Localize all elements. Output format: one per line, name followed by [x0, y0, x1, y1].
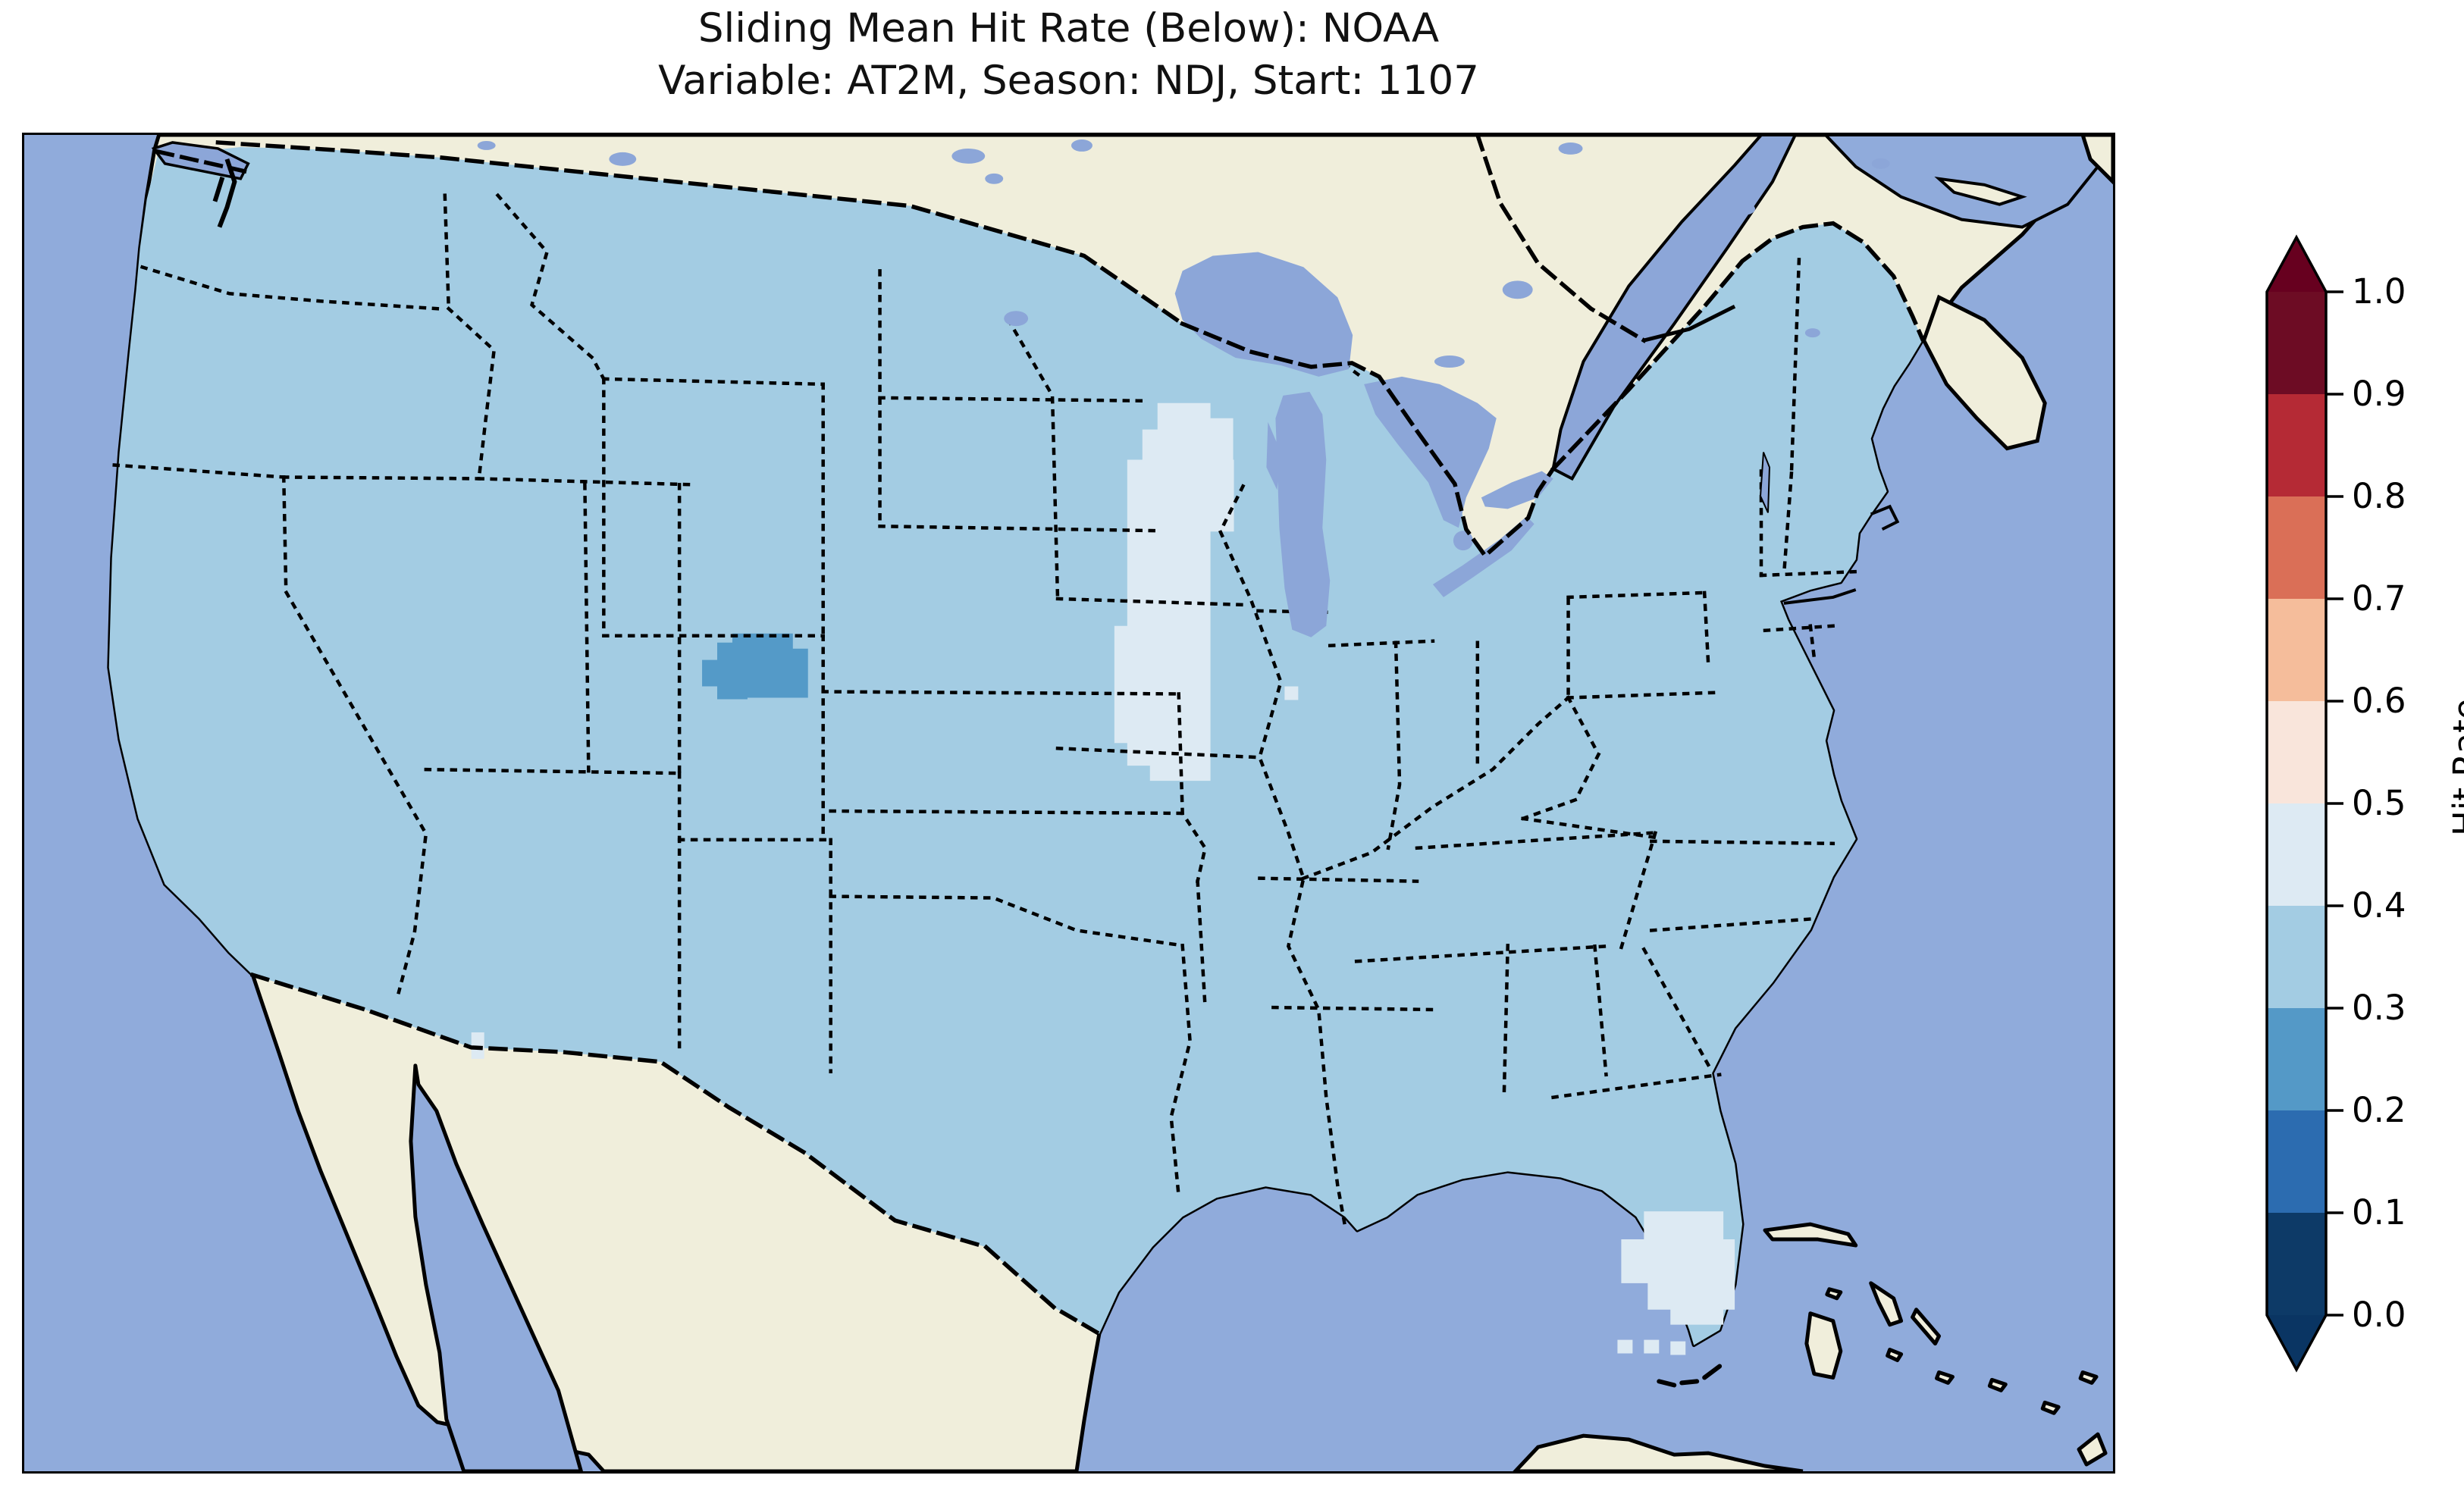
patch-florida-key-cell-2 — [1644, 1339, 1660, 1354]
newfoundland-corner — [2080, 135, 2113, 185]
lake-ontario — [1481, 471, 1553, 509]
colorbar-tick-label: 0.9 — [2352, 374, 2406, 414]
colorbar-seg-2 — [2267, 1008, 2326, 1110]
patch-south-florida — [1621, 1211, 1735, 1325]
colorbar-over-arrow — [2267, 237, 2326, 292]
plot-title-line2: Variable: AT2M, Season: NDJ, Start: 1107 — [658, 57, 1479, 104]
border-us-canada-east — [1550, 221, 1926, 472]
cay-3 — [1935, 1370, 1955, 1385]
cay-5 — [2040, 1400, 2061, 1415]
patch-illinois-cell — [1284, 686, 1299, 700]
state-borders — [112, 193, 1861, 1229]
long-island-shore — [1783, 588, 1857, 605]
country-borders — [155, 135, 1926, 1337]
patch-new-mexico-cell — [471, 1032, 484, 1059]
colorbar-seg-5 — [2267, 701, 2326, 803]
map-axes — [22, 133, 2115, 1474]
colorbar-tick-label: 0.7 — [2352, 578, 2406, 619]
border-ontario-quebec — [1475, 135, 1647, 343]
hit-rate-patches-light — [471, 402, 1735, 1355]
nova-scotia — [1921, 294, 2047, 451]
ottawa-river — [1643, 305, 1736, 343]
puget-sound — [212, 158, 237, 228]
cay-6 — [2078, 1370, 2099, 1385]
colorbar-seg-9 — [2267, 292, 2326, 394]
cuba — [1513, 1433, 1804, 1471]
colorbar-tick-label: 0.4 — [2352, 885, 2406, 926]
border-us-canada-west — [215, 140, 1186, 327]
map-canvas — [24, 135, 2113, 1471]
gulf-of-california — [409, 1063, 583, 1471]
lake-michigan — [1275, 391, 1331, 637]
colorbar-seg-6 — [2267, 599, 2326, 701]
colorbar-axis-label: Hit Rate — [2446, 698, 2464, 836]
bahamas-islands — [1763, 1222, 2108, 1467]
grand-bahama — [1763, 1222, 1858, 1248]
andros — [1804, 1311, 1843, 1380]
gulf-of-st-lawrence — [1823, 135, 2113, 229]
lake-champlain — [1759, 452, 1770, 513]
cape-cod-hook — [1870, 504, 1900, 531]
turks — [2077, 1432, 2108, 1467]
colorbar-tick-label: 0.2 — [2352, 1090, 2406, 1130]
colorbar-seg-7 — [2267, 496, 2326, 599]
colorbar-seg-3 — [2267, 906, 2326, 1008]
colorbar-tick-label: 0.1 — [2352, 1192, 2406, 1232]
us-data-field — [108, 146, 1923, 1345]
plot-title-line1: Sliding Mean Hit Rate (Below): NOAA — [698, 5, 1440, 52]
cay-4 — [1987, 1377, 2008, 1392]
patch-colorado-dark — [702, 633, 808, 700]
cay-1 — [1825, 1287, 1843, 1301]
cay-2 — [1886, 1348, 1904, 1362]
border-strait — [155, 149, 247, 174]
green-bay — [1266, 421, 1281, 490]
patch-florida-key-cell-1 — [1617, 1339, 1633, 1354]
colorbar-tick-label: 0.8 — [2352, 476, 2406, 516]
lake-st-clair — [1453, 531, 1473, 551]
patch-minnesota-wisconsin — [1114, 402, 1234, 781]
colorbar-tick-label: 0.0 — [2352, 1295, 2406, 1335]
plot-title: Sliding Mean Hit Rate (Below): NOAA Vari… — [22, 3, 2115, 108]
abaco — [1869, 1281, 1904, 1327]
colorbar: 1.0 0.9 0.8 0.7 0.6 0.5 0.4 0.3 0.2 0.1 … — [2240, 227, 2464, 1410]
colorbar-seg-0 — [2267, 1213, 2326, 1315]
prince-edward-island — [1934, 176, 2027, 206]
colorbar-seg-1 — [2267, 1110, 2326, 1213]
st-lawrence-river — [1551, 135, 1798, 481]
colorbar-canvas — [2265, 234, 2343, 1373]
colorbar-under-arrow — [2267, 1315, 2326, 1370]
colorbar-seg-8 — [2267, 394, 2326, 496]
colorbar-seg-4 — [2267, 803, 2326, 906]
border-us-canada-lakes — [1180, 321, 1556, 559]
lake-superior — [1174, 252, 1353, 377]
canada-lakes — [477, 139, 1890, 368]
patch-florida-key-cell-3 — [1670, 1341, 1686, 1355]
colorbar-tick-label: 0.5 — [2352, 783, 2406, 823]
colorbar-tick-marks — [2326, 290, 2343, 1317]
colorbar-tick-label: 1.0 — [2352, 271, 2406, 312]
border-us-mexico — [249, 972, 1102, 1337]
colorbar-tick-label: 0.6 — [2352, 681, 2406, 721]
eleuthera — [1911, 1308, 1941, 1346]
florida-keys — [1657, 1364, 1723, 1388]
colorbar-tick-label: 0.3 — [2352, 988, 2406, 1028]
